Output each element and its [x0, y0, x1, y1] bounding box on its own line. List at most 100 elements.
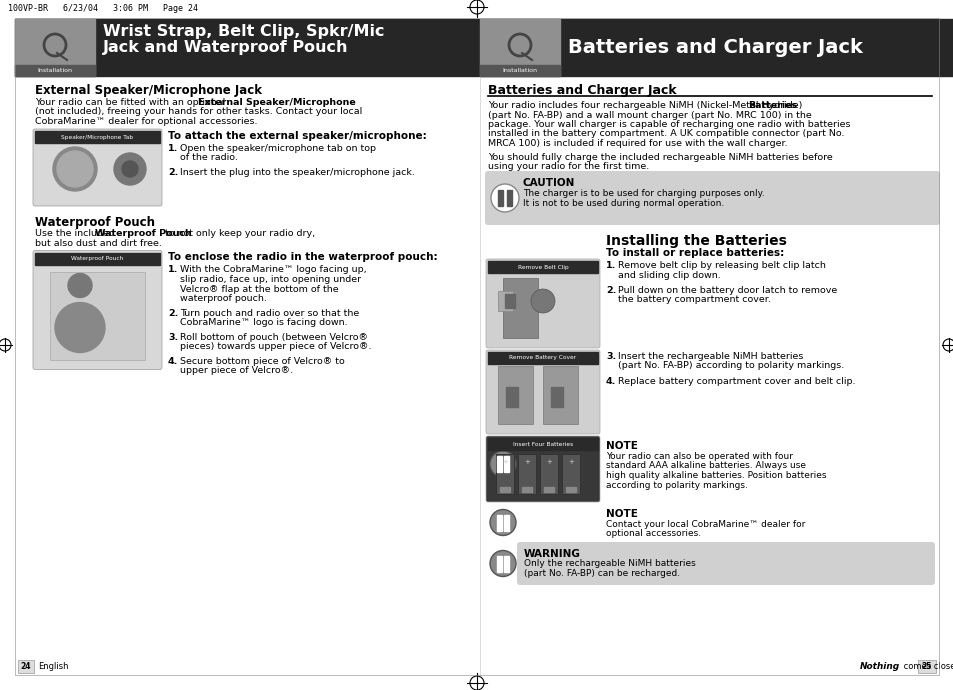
Text: standard AAA alkaline batteries. Always use: standard AAA alkaline batteries. Always …	[605, 462, 805, 471]
Circle shape	[491, 184, 518, 212]
Text: Only the rechargeable NiMH batteries: Only the rechargeable NiMH batteries	[523, 559, 695, 568]
Text: Roll bottom of pouch (between Velcro®: Roll bottom of pouch (between Velcro®	[180, 333, 368, 342]
Text: 1.: 1.	[605, 261, 616, 270]
Bar	[517, 454, 536, 494]
Bar	[505, 387, 517, 407]
Bar	[497, 555, 501, 571]
Bar	[50, 271, 145, 359]
Text: Waterproof Pouch: Waterproof Pouch	[71, 256, 124, 261]
Bar	[561, 454, 579, 494]
Text: 3.: 3.	[605, 352, 616, 361]
Bar	[488, 438, 598, 450]
Bar	[503, 515, 509, 531]
Text: Installation: Installation	[502, 68, 537, 73]
Text: To attach the external speaker/microphone:: To attach the external speaker/microphon…	[168, 131, 426, 141]
Text: Insert the plug into the speaker/microphone jack.: Insert the plug into the speaker/microph…	[180, 168, 415, 177]
Bar	[542, 366, 578, 424]
Bar	[539, 454, 558, 494]
FancyBboxPatch shape	[517, 542, 934, 585]
Text: Nothing: Nothing	[859, 662, 899, 671]
Bar	[551, 387, 562, 407]
Bar	[488, 352, 598, 364]
Text: With the CobraMarine™ logo facing up,: With the CobraMarine™ logo facing up,	[180, 266, 366, 275]
Text: To install or replace batteries:: To install or replace batteries:	[605, 248, 783, 258]
Bar	[502, 278, 537, 338]
Bar	[497, 366, 533, 424]
Text: Batteries and Charger Jack: Batteries and Charger Jack	[567, 38, 862, 57]
Text: according to polarity markings.: according to polarity markings.	[605, 480, 747, 489]
Text: External Speaker/Microphone Jack: External Speaker/Microphone Jack	[35, 84, 262, 97]
Bar	[565, 487, 576, 492]
Text: optional accessories.: optional accessories.	[605, 529, 700, 538]
Text: NOTE: NOTE	[605, 509, 638, 519]
Text: (part No. FA-BP) according to polarity markings.: (part No. FA-BP) according to polarity m…	[618, 362, 843, 371]
Text: Remove belt clip by releasing belt clip latch: Remove belt clip by releasing belt clip …	[618, 261, 825, 270]
Bar	[496, 454, 514, 494]
Text: 4.: 4.	[168, 357, 178, 366]
Bar	[18, 660, 34, 673]
Text: Jack and Waterproof Pouch: Jack and Waterproof Pouch	[103, 40, 348, 55]
FancyBboxPatch shape	[485, 350, 599, 434]
Text: (not included), freeing your hands for other tasks. Contact your local: (not included), freeing your hands for o…	[35, 108, 362, 117]
Text: high quality alkaline batteries. Position batteries: high quality alkaline batteries. Positio…	[605, 471, 825, 480]
Text: 2.: 2.	[605, 286, 616, 295]
Text: WARNING: WARNING	[523, 549, 580, 559]
Text: It is not to be used during normal operation.: It is not to be used during normal opera…	[522, 199, 723, 208]
Text: Wrist Strap, Belt Clip, Spkr/Mic: Wrist Strap, Belt Clip, Spkr/Mic	[103, 24, 384, 39]
Text: External Speaker/Microphone: External Speaker/Microphone	[198, 98, 355, 107]
Text: upper piece of Velcro®.: upper piece of Velcro®.	[180, 366, 293, 375]
Text: 24: 24	[21, 662, 31, 671]
Circle shape	[68, 273, 91, 297]
Text: using your radio for the first time.: using your radio for the first time.	[488, 162, 649, 171]
Text: to not only keep your radio dry,: to not only keep your radio dry,	[162, 229, 314, 238]
Text: Your radio includes four rechargeable NiMH (Nickel-Metal Hydride): Your radio includes four rechargeable Ni…	[488, 101, 804, 110]
Circle shape	[55, 302, 105, 353]
Bar	[35, 253, 160, 264]
Text: Velcro® flap at the bottom of the: Velcro® flap at the bottom of the	[180, 284, 338, 293]
Bar	[499, 487, 510, 492]
FancyBboxPatch shape	[33, 250, 162, 370]
Circle shape	[113, 153, 146, 185]
Bar	[497, 291, 513, 311]
Bar	[503, 555, 509, 571]
Text: CobraMarine™ logo is facing down.: CobraMarine™ logo is facing down.	[180, 318, 347, 327]
Bar	[521, 487, 532, 492]
Text: Insert the rechargeable NiMH batteries: Insert the rechargeable NiMH batteries	[618, 352, 802, 361]
Text: Your radio can also be operated with four: Your radio can also be operated with fou…	[605, 452, 792, 461]
Text: Speaker/Microphone Tab: Speaker/Microphone Tab	[61, 135, 133, 139]
Text: The charger is to be used for charging purposes only.: The charger is to be used for charging p…	[522, 189, 763, 198]
Text: 2.: 2.	[168, 308, 178, 317]
Text: CAUTION: CAUTION	[522, 178, 575, 188]
Text: Batteries and Charger Jack: Batteries and Charger Jack	[488, 84, 676, 97]
Bar	[35, 131, 160, 143]
Text: +: +	[567, 459, 574, 465]
Text: 3.: 3.	[168, 333, 178, 342]
Text: MRCA 100) is included if required for use with the wall charger.: MRCA 100) is included if required for us…	[488, 139, 787, 148]
Text: 4.: 4.	[605, 377, 616, 386]
Bar	[15, 65, 95, 76]
Circle shape	[53, 147, 97, 191]
Circle shape	[490, 509, 516, 535]
FancyBboxPatch shape	[485, 259, 599, 348]
Text: slip radio, face up, into opening under: slip radio, face up, into opening under	[180, 275, 361, 284]
Text: +: +	[545, 459, 552, 465]
Text: 1.: 1.	[168, 266, 178, 275]
Text: Use the included: Use the included	[35, 229, 118, 238]
Text: Waterproof Pouch: Waterproof Pouch	[95, 229, 192, 238]
Bar	[479, 19, 559, 76]
Text: package. Your wall charger is capable of recharging one radio with batteries: package. Your wall charger is capable of…	[488, 120, 850, 129]
Text: Replace battery compartment cover and belt clip.: Replace battery compartment cover and be…	[618, 377, 855, 386]
Text: English: English	[38, 662, 69, 671]
Text: and sliding clip down.: and sliding clip down.	[618, 270, 720, 279]
Text: Installing the Batteries: Installing the Batteries	[605, 234, 786, 248]
Text: installed in the battery compartment. A UK compatible connector (part No.: installed in the battery compartment. A …	[488, 130, 843, 139]
Circle shape	[490, 551, 516, 577]
Bar	[497, 190, 502, 206]
Circle shape	[57, 151, 92, 187]
Text: NOTE: NOTE	[605, 441, 638, 451]
Text: Pull down on the battery door latch to remove: Pull down on the battery door latch to r…	[618, 286, 837, 295]
Text: +: +	[501, 459, 507, 465]
FancyBboxPatch shape	[485, 436, 599, 502]
Circle shape	[531, 289, 555, 313]
Bar	[497, 456, 501, 472]
